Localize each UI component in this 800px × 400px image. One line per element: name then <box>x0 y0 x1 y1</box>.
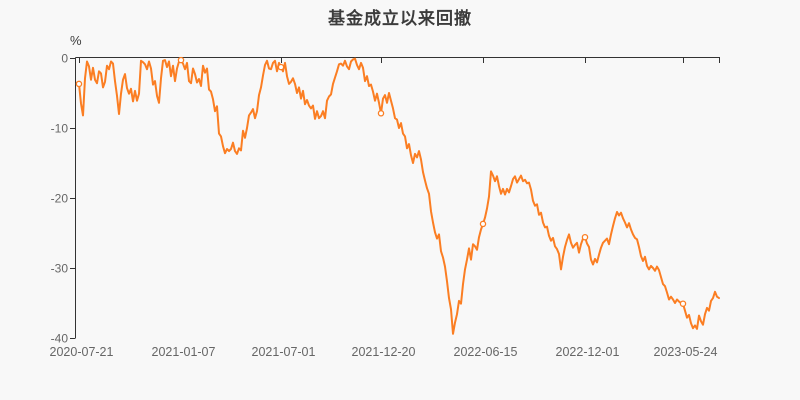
y-axis-label: -20 <box>51 192 69 206</box>
data-point-marker <box>377 110 385 117</box>
data-point-marker <box>277 63 285 71</box>
y-axis-label: 0 <box>61 52 68 66</box>
data-point-marker <box>479 220 487 228</box>
x-axis-label: 2020-07-21 <box>50 345 114 359</box>
data-point-marker <box>177 56 185 64</box>
y-axis-label: -30 <box>51 262 69 276</box>
y-axis-unit-label: % <box>70 33 82 48</box>
x-axis-label: 2021-12-20 <box>352 345 416 359</box>
drawdown-series-line <box>76 57 720 335</box>
data-point-marker <box>581 233 589 241</box>
x-axis-label: 2023-05-24 <box>654 345 718 359</box>
x-axis-label: 2022-12-01 <box>556 345 620 359</box>
y-axis-label: -10 <box>51 122 69 136</box>
chart-title: 基金成立以来回撤 <box>328 9 472 28</box>
x-axis-label: 2022-06-15 <box>454 345 518 359</box>
data-point-marker <box>75 80 83 88</box>
y-axis-label: -40 <box>51 332 69 346</box>
data-point-marker <box>679 300 687 307</box>
x-axis-label: 2021-07-01 <box>252 345 316 359</box>
x-axis-label: 2021-01-07 <box>152 345 216 359</box>
